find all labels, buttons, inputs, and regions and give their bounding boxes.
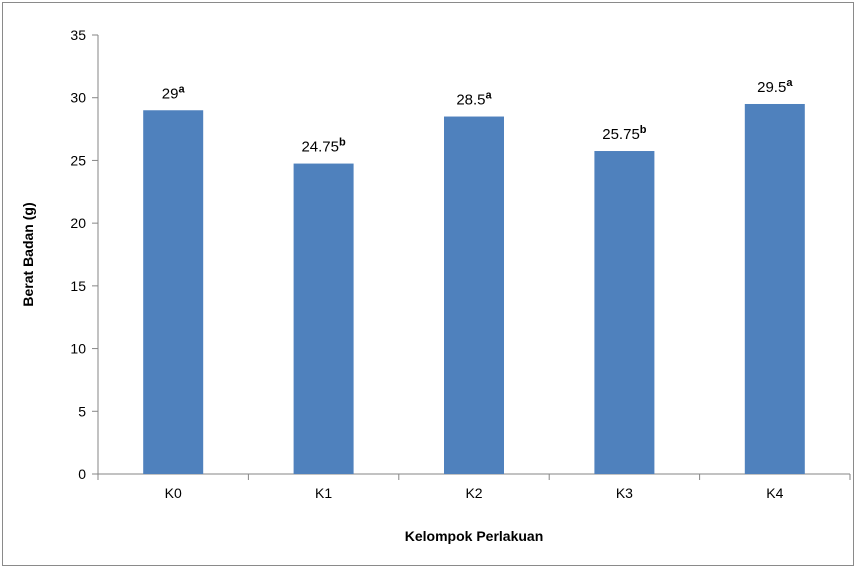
x-axis-label: Kelompok Perlakuan [405,528,544,544]
y-axis-label: Berat Badan (g) [20,202,36,306]
axes: 0 5 10 15 20 25 30 35 K0 K1 K2 K3 K4 [70,27,851,501]
y-tick-label: 10 [70,341,86,357]
data-label: 25.75b [602,124,647,143]
significance-letter: a [786,77,793,89]
significance-letter: b [339,137,346,149]
y-tick-label: 35 [70,27,86,43]
x-tick-label: K0 [165,485,182,501]
x-tick-label: K3 [616,485,633,501]
y-tick-label: 5 [78,403,86,419]
y-tick-label: 15 [70,278,86,294]
y-tick-label: 30 [70,90,86,106]
data-label: 24.75b [301,137,346,156]
significance-letter: a [178,83,185,95]
y-tick-label: 20 [70,215,86,231]
x-tick-label: K4 [766,485,783,501]
data-label: 28.5a [456,90,492,109]
x-tick-label: K1 [315,485,332,501]
data-label: 29a [162,83,186,102]
significance-letter: a [486,90,493,102]
y-tick-label: 25 [70,152,86,168]
bar-k3 [594,151,655,474]
significance-letter: b [640,124,647,136]
data-label: 29.5a [757,77,793,96]
y-tick-label: 0 [78,466,86,482]
x-tick-label: K2 [465,485,482,501]
bar-k1 [293,163,354,475]
bar-k4 [744,103,805,474]
bars [143,103,805,475]
data-labels: 29a 24.75b 28.5a 25.75b 29.5a [162,77,794,156]
bar-k2 [444,116,504,475]
bar-k0 [143,110,204,474]
